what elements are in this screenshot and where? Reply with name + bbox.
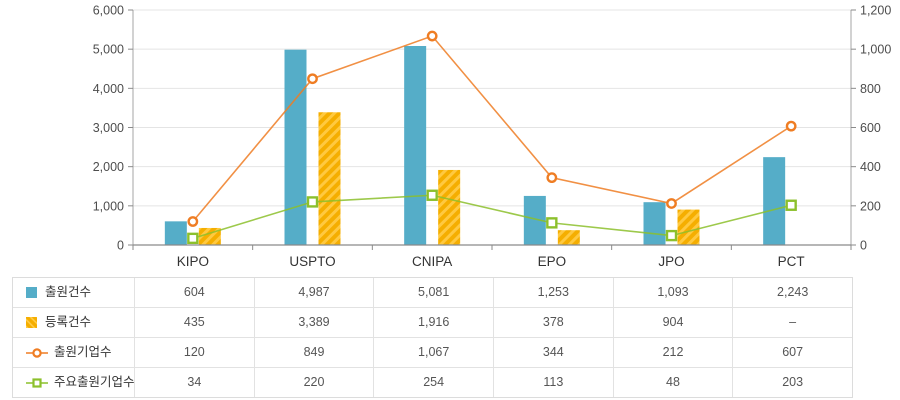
category-label: CNIPA <box>412 254 452 269</box>
table-cell: 48 <box>612 367 733 397</box>
left-axis-tick-label: 3,000 <box>93 121 124 135</box>
table-cell: – <box>732 307 852 337</box>
series-legend: 출원건수 <box>13 278 134 307</box>
bar-registrations <box>557 230 580 245</box>
table-cell: 1,093 <box>612 278 733 307</box>
table-cell: 344 <box>492 337 613 367</box>
category-label: PCT <box>778 254 805 269</box>
bar-applications <box>404 45 427 245</box>
series-legend: 주요출원기업수 <box>13 367 134 397</box>
table-cell: 3,389 <box>253 307 374 337</box>
series-legend: 등록건수 <box>13 307 134 337</box>
series-legend: 출원기업수 <box>13 337 134 367</box>
bar-registrations <box>438 169 461 245</box>
circle-marker <box>546 172 558 184</box>
circle-marker <box>307 73 318 85</box>
square-marker <box>546 217 558 229</box>
table-cell: 1,067 <box>373 337 493 367</box>
data-table: 출원건수 604 4,987 5,081 1,253 1,093 2,243 등록건수 435 3… <box>12 277 853 398</box>
table-cell: 113 <box>492 367 613 397</box>
square-marker <box>306 196 319 208</box>
series-label: 출원건수 <box>45 285 92 299</box>
table-cell: 1,916 <box>373 307 493 337</box>
table-cell: 212 <box>612 337 733 367</box>
table-cell: 203 <box>732 367 852 397</box>
table-cell: 220 <box>253 367 374 397</box>
bar-registrations <box>677 209 700 245</box>
table-cell: 34 <box>134 367 254 397</box>
left-axis-tick-label: 4,000 <box>93 82 124 96</box>
line-applicant-companies <box>192 35 792 223</box>
table-cell: 2,243 <box>732 278 852 307</box>
right-axis-tick-label: 200 <box>860 199 881 213</box>
category-label: JPO <box>658 254 684 269</box>
right-axis-tick-label: 800 <box>860 82 881 96</box>
series-label: 주요출원기업수 <box>54 375 134 389</box>
blue-bar-swatch-icon <box>26 287 37 298</box>
right-axis-tick-label: 400 <box>860 160 881 174</box>
yellow-hatch-bar-swatch-icon <box>26 317 37 328</box>
category-label: KIPO <box>177 254 209 269</box>
bar-applications <box>284 49 307 245</box>
left-axis-tick-label: 1,000 <box>93 199 124 213</box>
bar-applications <box>763 157 786 245</box>
table-cell: 849 <box>253 337 374 367</box>
table-cell: 5,081 <box>373 278 493 307</box>
table-cell: 607 <box>732 337 852 367</box>
category-label: USPTO <box>289 254 335 269</box>
green-line-square-marker-icon <box>26 377 48 388</box>
table-cell: 4,987 <box>253 278 374 307</box>
right-axis-tick-label: 1,200 <box>860 4 891 18</box>
table-cell: 1,253 <box>492 278 613 307</box>
square-marker <box>187 232 199 245</box>
orange-line-circle-marker-icon <box>26 347 48 358</box>
circle-marker <box>785 120 797 132</box>
series-label: 등록건수 <box>45 315 92 329</box>
left-axis-tick-label: 6,000 <box>93 4 124 18</box>
circle-marker <box>187 216 199 227</box>
right-axis-tick-label: 1,000 <box>860 43 891 57</box>
line-major-applicant-companies <box>192 194 792 240</box>
table-cell: 378 <box>492 307 613 337</box>
bar-applications <box>523 195 546 245</box>
square-marker <box>665 229 678 242</box>
square-marker <box>426 189 438 201</box>
bar-registrations <box>318 112 341 246</box>
table-cell: 904 <box>612 307 733 337</box>
series-label: 출원기업수 <box>54 345 112 359</box>
table-cell: 435 <box>134 307 254 337</box>
left-axis-tick-label: 0 <box>117 239 124 253</box>
left-axis-tick-label: 2,000 <box>93 160 124 174</box>
table-cell: 254 <box>373 367 493 397</box>
circle-marker <box>426 30 438 42</box>
combo-chart: 6,000 1,200 5,000 1,000 4,000 800 3,000 600 2,00… <box>93 4 892 270</box>
left-axis-tick-label: 5,000 <box>93 43 124 57</box>
table-cell: 604 <box>134 278 254 307</box>
category-label: EPO <box>538 254 567 269</box>
right-axis-tick-label: 0 <box>860 239 867 253</box>
circle-marker <box>666 198 677 209</box>
table-cell: 120 <box>134 337 254 367</box>
right-axis-tick-label: 600 <box>860 121 881 135</box>
bar-applications <box>643 202 666 245</box>
square-marker <box>785 199 797 211</box>
bar-applications <box>164 221 187 245</box>
